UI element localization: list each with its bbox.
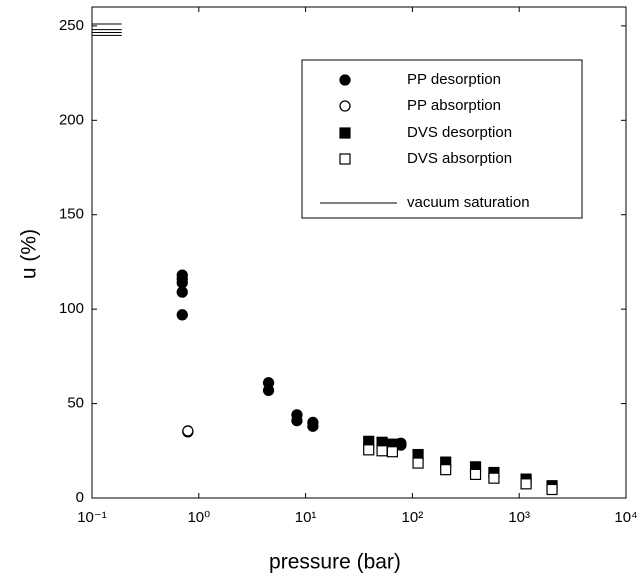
data-point (546, 483, 558, 496)
data-point (469, 468, 482, 480)
x-tick-label: 10⁻¹ (77, 509, 107, 526)
legend-marker (339, 127, 351, 139)
y-tick-label: 150 (59, 206, 84, 223)
legend-label: vacuum saturation (407, 194, 530, 211)
legend-label: DVS desorption (407, 124, 512, 141)
data-point (440, 464, 452, 476)
data-point (176, 309, 188, 321)
x-tick-label: 10⁴ (614, 509, 637, 526)
legend-box (301, 59, 583, 219)
data-point (262, 384, 275, 397)
data-point (376, 445, 388, 457)
x-tick-label: 10¹ (295, 509, 317, 526)
plot-frame (91, 6, 627, 499)
y-tick-label: 200 (59, 111, 84, 128)
y-tick-label: 50 (67, 395, 84, 412)
data-point (176, 277, 188, 289)
y-tick-label: 100 (59, 300, 84, 317)
y-tick-label: 0 (76, 489, 84, 506)
y-axis-label: u (%) (18, 229, 41, 279)
x-tick-label: 10³ (508, 509, 530, 526)
legend-marker (339, 100, 351, 112)
x-axis-label: pressure (bar) (269, 551, 401, 574)
x-tick-label: 10⁰ (187, 509, 210, 526)
legend-label: PP absorption (407, 97, 501, 114)
data-point (386, 446, 399, 458)
data-point (176, 286, 188, 298)
data-point (182, 425, 194, 437)
legend-label: DVS absorption (407, 150, 512, 167)
legend-label: PP desorption (407, 71, 501, 88)
data-point (488, 472, 500, 484)
legend-marker (339, 153, 351, 165)
data-point (291, 414, 303, 427)
x-tick-label: 10² (402, 509, 424, 526)
data-point (307, 420, 319, 432)
data-point (412, 457, 424, 469)
legend-marker (339, 74, 351, 86)
data-point (520, 478, 532, 490)
y-tick-label: 250 (59, 17, 84, 34)
data-point (363, 444, 375, 456)
